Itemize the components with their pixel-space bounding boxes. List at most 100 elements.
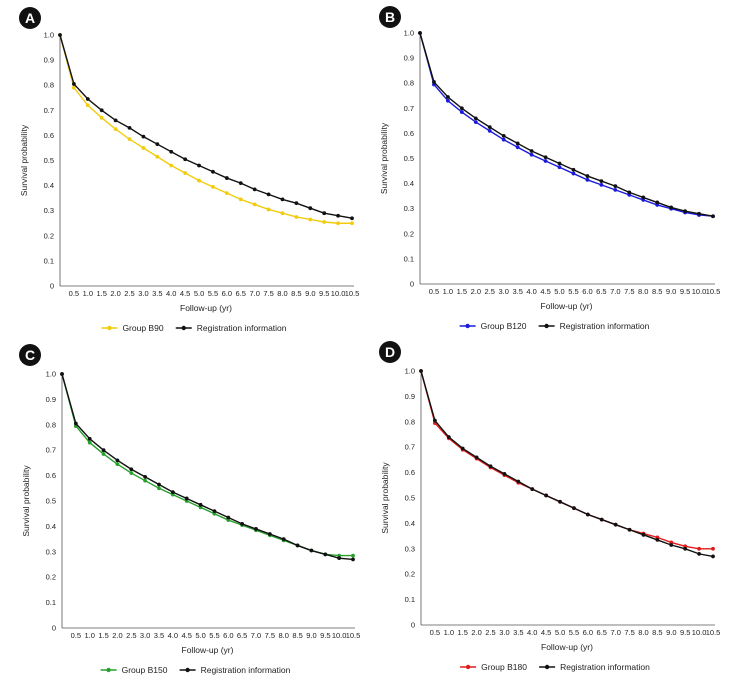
data-point bbox=[433, 418, 437, 423]
y-tick-label: 0.5 bbox=[44, 156, 54, 165]
data-point bbox=[280, 197, 285, 202]
panel-badge bbox=[19, 344, 41, 366]
legend-label: Group B180 bbox=[481, 662, 527, 672]
data-point bbox=[418, 31, 422, 35]
x-tick-label: 4.5 bbox=[180, 289, 190, 298]
y-tick-label: 0.3 bbox=[46, 547, 56, 556]
x-tick-label: 6.5 bbox=[597, 628, 607, 637]
data-point bbox=[459, 106, 464, 111]
x-tick-label: 5.0 bbox=[554, 287, 564, 296]
data-point bbox=[351, 553, 355, 558]
legend-swatch-marker bbox=[544, 664, 550, 670]
data-point bbox=[198, 502, 203, 507]
y-tick-label: 0.7 bbox=[44, 106, 54, 115]
x-tick-label: 10.0 bbox=[692, 287, 707, 296]
y-tick-label: 0.1 bbox=[405, 595, 415, 604]
y-tick-label: 0 bbox=[410, 280, 414, 289]
y-tick-label: 1.0 bbox=[44, 31, 54, 40]
panel-badge bbox=[379, 341, 401, 363]
data-point bbox=[599, 179, 604, 183]
data-point bbox=[143, 474, 148, 479]
x-tick-label: 6.0 bbox=[223, 631, 233, 640]
legend-item: Registration information bbox=[175, 323, 287, 333]
data-point bbox=[308, 217, 313, 222]
y-tick-label: 0.2 bbox=[404, 229, 414, 238]
data-point bbox=[572, 506, 576, 511]
x-tick-label: 6.5 bbox=[596, 287, 606, 296]
legend: Group B180 Registration information bbox=[460, 662, 650, 672]
data-point bbox=[459, 110, 464, 114]
data-point bbox=[266, 192, 271, 197]
x-tick-label: 8.0 bbox=[638, 628, 648, 637]
data-point bbox=[488, 464, 493, 469]
x-tick-label: 8.5 bbox=[652, 628, 662, 637]
data-point bbox=[99, 108, 104, 113]
data-point bbox=[599, 517, 604, 522]
data-point bbox=[101, 448, 106, 453]
x-tick-label: 10.5 bbox=[706, 628, 721, 637]
data-point bbox=[72, 82, 76, 86]
y-axis-label: Survival probability bbox=[21, 465, 31, 537]
y-tick-label: 0 bbox=[50, 282, 54, 291]
x-tick-label: 1.5 bbox=[96, 289, 106, 298]
data-point bbox=[585, 174, 590, 178]
data-point bbox=[129, 471, 134, 475]
x-tick-label: 2.0 bbox=[471, 287, 481, 296]
x-tick-label: 1.0 bbox=[83, 289, 93, 298]
data-point bbox=[87, 436, 92, 441]
legend-item: Group B180 bbox=[460, 662, 527, 672]
legend: Group B120 Registration information bbox=[459, 321, 650, 331]
x-tick-label: 3.5 bbox=[512, 287, 522, 296]
data-point bbox=[267, 532, 272, 536]
x-tick-label: 5.0 bbox=[194, 289, 204, 298]
x-tick-label: 9.0 bbox=[666, 628, 676, 637]
data-point bbox=[571, 171, 576, 176]
legend-item: Registration information bbox=[539, 662, 650, 672]
x-tick-label: 3.5 bbox=[152, 289, 162, 298]
data-point bbox=[585, 177, 590, 182]
x-tick-label: 10.5 bbox=[345, 289, 360, 298]
x-tick-label: 6.0 bbox=[583, 628, 593, 637]
data-point bbox=[697, 546, 701, 551]
panel-badge bbox=[19, 7, 41, 29]
chart-panel-a: A00.10.20.30.40.50.60.70.80.91.00.5 1.0 1.… bbox=[19, 7, 359, 333]
y-tick-label: 0 bbox=[52, 624, 56, 633]
x-tick-label: 7.0 bbox=[610, 628, 620, 637]
x-tick-label: 1.0 bbox=[444, 628, 454, 637]
x-tick-label: 9.5 bbox=[680, 628, 690, 637]
series-line bbox=[61, 373, 354, 561]
y-tick-label: 0.7 bbox=[46, 446, 56, 455]
x-tick-label: 10.0 bbox=[331, 289, 346, 298]
y-tick-label: 0.7 bbox=[405, 443, 415, 452]
x-tick-label: 7.5 bbox=[263, 289, 273, 298]
x-tick-label: 1.0 bbox=[84, 631, 94, 640]
data-point bbox=[99, 115, 104, 120]
data-point bbox=[141, 134, 146, 139]
y-tick-label: 0.6 bbox=[44, 131, 54, 140]
x-tick-label: 9.0 bbox=[306, 631, 316, 640]
data-point bbox=[515, 145, 520, 150]
x-tick-label: 0.5 bbox=[430, 628, 440, 637]
legend-label: Registration information bbox=[201, 665, 291, 675]
data-point bbox=[322, 220, 327, 224]
x-tick-label: 7.5 bbox=[624, 628, 634, 637]
y-tick-label: 0.1 bbox=[44, 256, 54, 265]
data-point bbox=[473, 120, 478, 125]
y-tick-label: 0.8 bbox=[405, 417, 415, 426]
x-tick-label: 8.5 bbox=[292, 631, 302, 640]
y-tick-label: 0.4 bbox=[404, 179, 414, 188]
data-point bbox=[613, 184, 618, 189]
x-tick-label: 1.5 bbox=[457, 287, 467, 296]
x-tick-label: 7.5 bbox=[624, 287, 634, 296]
data-point bbox=[543, 159, 548, 163]
x-tick-label: 2.0 bbox=[112, 631, 122, 640]
data-point bbox=[252, 202, 257, 207]
data-point bbox=[155, 142, 160, 147]
x-tick-label: 8.5 bbox=[652, 287, 662, 296]
x-tick-label: 0.5 bbox=[71, 631, 81, 640]
x-tick-label: 4.5 bbox=[181, 631, 191, 640]
data-point bbox=[143, 478, 148, 483]
data-point bbox=[501, 134, 506, 138]
data-point bbox=[336, 213, 340, 218]
